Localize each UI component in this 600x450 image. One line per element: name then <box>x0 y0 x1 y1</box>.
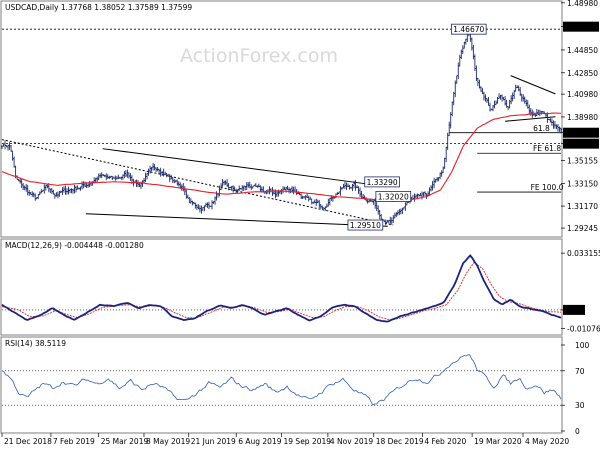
x-tick-label: 4 May 2020 <box>525 437 569 446</box>
price-label-highlight <box>563 138 599 149</box>
macd-label: MACD(12,26,9) -0.004448 -0.001280 <box>5 241 144 250</box>
x-tick-label: 18 Dec 2019 <box>376 437 424 446</box>
x-tick-label: 6 Aug 2019 <box>238 437 281 446</box>
annotation-label: FE 61.8 <box>533 144 561 153</box>
y-axes: 1.48980 1.46890 1.44850 1.42850 1.40980 1.389… <box>561 0 600 436</box>
rsi-y-tick-label: 70 <box>575 367 585 376</box>
annotation-label: 61.8 <box>533 124 550 133</box>
x-tick-label: 21 Jun 2019 <box>191 437 236 446</box>
watermark: ActionForex.com <box>180 45 338 67</box>
rsi-y-tick-label: 100 <box>575 341 590 350</box>
price-y-tick-label: 1.37599 <box>565 129 596 138</box>
price-y-tick-label: 1.48980 <box>567 0 598 8</box>
price-y-tick-label: 1.46890 <box>565 23 596 32</box>
price-y-tick-label: 1.36640 <box>565 140 596 149</box>
price-panel: 1.46670 1.33290 1.32020 1.29510 61.8 FE 61.8 F… <box>0 0 564 238</box>
price-y-tick-label: 1.31170 <box>567 202 598 211</box>
price-label-highlight <box>563 21 599 32</box>
chart-header: USDCAD,Daily 1.37768 1.38052 1.37589 1.3… <box>5 3 192 12</box>
annotation-label: 1.46670 <box>453 25 484 34</box>
annotation-label: FE 100.0 <box>531 183 564 192</box>
rsi-y-tick-label: 30 <box>575 401 585 410</box>
macd-y-tick-label: -0.010769 <box>567 324 600 333</box>
price-label-highlight <box>563 127 599 138</box>
moving-average-line <box>1 112 562 202</box>
annotation-box <box>364 176 400 188</box>
x-tick-label: 19 Mar 2020 <box>474 437 522 446</box>
macd-panel: MACD(12,26,9) -0.004448 -0.001280 <box>0 238 563 336</box>
macd-label-highlight <box>563 304 585 315</box>
trendline-lower-channel <box>85 213 388 227</box>
x-tick-label: 21 Dec 2018 <box>4 437 52 446</box>
trendline-triangle-top <box>510 75 556 95</box>
trendline-dashed-trend <box>1 139 394 226</box>
annotation-label: 1.29510 <box>350 221 381 230</box>
macd-y-tick-label: 0.033155 <box>567 249 600 258</box>
rsi-y-tick-label: 0 <box>575 427 580 436</box>
x-tick-label: 4 Feb 2020 <box>424 437 466 446</box>
rsi-line <box>1 354 562 406</box>
annotation-box <box>347 219 384 231</box>
price-y-tick-label: 1.33150 <box>567 179 598 188</box>
x-tick-label: 4 Nov 2019 <box>330 437 373 446</box>
price-y-tick-label: 1.40980 <box>567 90 598 99</box>
x-tick-label: 19 Sep 2019 <box>284 437 332 446</box>
annotation-label: 1.32020 <box>378 192 409 201</box>
price-y-tick-label: 1.38980 <box>567 113 598 122</box>
price-y-tick-label: 1.44850 <box>567 46 598 55</box>
price-layer: 1.46670 1.33290 1.32020 1.29510 61.8 FE 61.8 F… <box>0 23 564 231</box>
macd-line <box>1 254 562 323</box>
annotation-label: 1.33290 <box>367 178 398 187</box>
macd-signal-line <box>1 261 562 321</box>
price-y-tick-label: 1.29245 <box>567 224 598 233</box>
price-y-tick-label: 1.42850 <box>567 69 598 78</box>
x-tick-label: 7 Feb 2019 <box>53 437 95 446</box>
annotation-box <box>450 23 487 35</box>
x-tick-label: 8 May 2019 <box>146 437 190 446</box>
annotation-box <box>375 190 412 202</box>
macd-layer <box>1 254 562 323</box>
price-y-tick-label: 1.35155 <box>567 157 598 166</box>
trendline-upper-channel <box>102 148 369 185</box>
rsi-label: RSI(14) 38.5119 <box>5 339 66 348</box>
x-tick-label: 25 Mar 2019 <box>101 437 149 446</box>
rsi-panel: RSI(14) 38.5119 <box>0 336 563 434</box>
rsi-layer <box>1 354 562 406</box>
macd-y-tick-label: 0.00 <box>565 306 582 315</box>
